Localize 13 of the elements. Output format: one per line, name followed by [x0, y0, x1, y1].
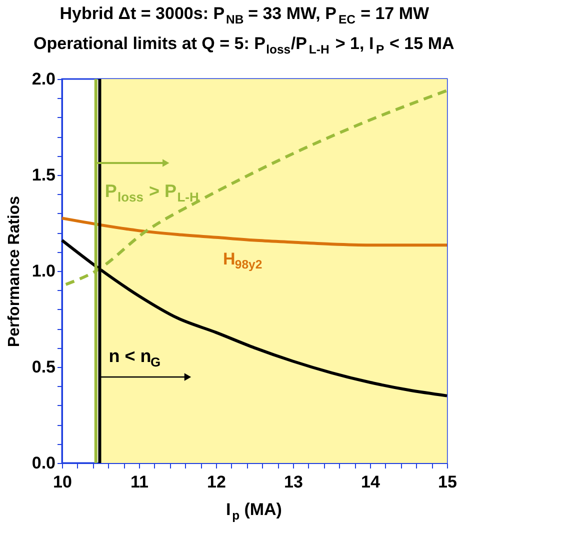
x-tick-label: 13 — [284, 472, 303, 492]
x-tick-label: 11 — [130, 472, 148, 492]
x-tick-label: 15 — [438, 472, 457, 492]
y-tick-label: 1.0 — [32, 262, 56, 280]
x-tick-label: 12 — [207, 472, 226, 492]
x-tick-label: 14 — [361, 472, 380, 492]
y-tick-label: 2.0 — [32, 70, 56, 88]
line-series — [60, 216, 448, 247]
y-tick-label: 0.0 — [32, 454, 56, 472]
y-tick-label: 1.5 — [32, 166, 56, 184]
y-axis-title: Performance Ratios — [6, 196, 23, 348]
y-tick-label: 0.5 — [32, 358, 56, 376]
x-tick-label: 10 — [53, 472, 72, 492]
